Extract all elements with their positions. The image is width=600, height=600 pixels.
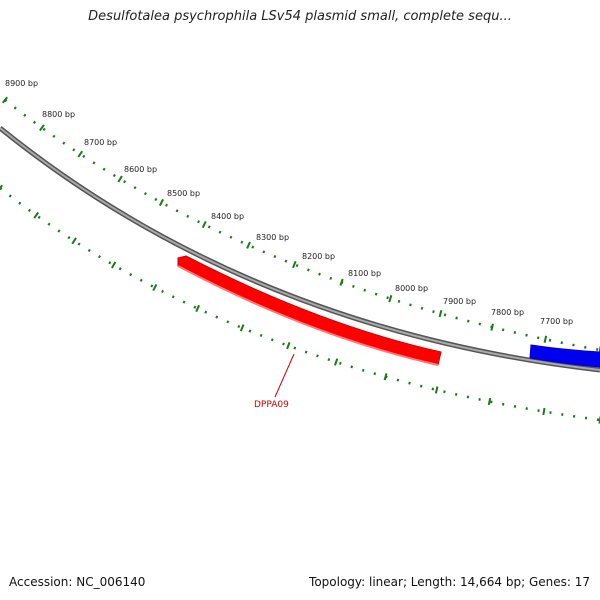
tick-mark xyxy=(71,237,77,245)
tick-label: 8900 bp xyxy=(5,79,38,88)
tick-label: 8500 bp xyxy=(167,189,200,198)
tick-mark xyxy=(383,373,388,381)
tick-label: 7700 bp xyxy=(540,317,573,326)
tick-label: 8400 bp xyxy=(211,212,244,221)
outer-tick-track xyxy=(4,99,600,352)
tick-mark xyxy=(201,220,207,229)
tick-label: 8700 bp xyxy=(84,138,117,147)
gene-blue-segment[interactable] xyxy=(529,344,600,368)
inner-major-ticks xyxy=(0,184,600,424)
tick-mark xyxy=(388,294,393,303)
tick-labels: 8900 bp 8800 bp 8700 bp 8600 bp 8500 bp … xyxy=(5,79,573,326)
gene-label-pointer xyxy=(274,353,295,398)
summary-text: Topology: linear; Length: 14,664 bp; Gen… xyxy=(309,575,590,589)
tick-label: 8300 bp xyxy=(256,233,289,242)
tick-mark xyxy=(434,386,439,394)
gene-dppa09[interactable] xyxy=(177,255,442,366)
map-title: Desulfotalea psychrophila LSv54 plasmid … xyxy=(88,9,512,24)
tick-label: 8600 bp xyxy=(124,165,157,174)
tick-mark xyxy=(292,260,297,269)
tick-mark xyxy=(33,211,40,219)
tick-mark xyxy=(111,261,117,269)
tick-mark xyxy=(195,304,201,313)
tick-mark xyxy=(490,323,494,331)
tick-mark xyxy=(339,278,344,286)
tick-mark xyxy=(438,309,443,318)
accession-text: Accession: NC_006140 xyxy=(9,575,146,589)
tick-mark xyxy=(152,283,158,292)
tick-mark xyxy=(542,407,546,416)
tick-label: 8100 bp xyxy=(348,269,381,278)
tick-mark xyxy=(2,96,8,104)
tick-mark xyxy=(39,124,45,132)
tick-mark xyxy=(158,198,164,207)
tick-label: 7900 bp xyxy=(443,297,476,306)
outer-major-ticks xyxy=(2,96,600,354)
tick-mark xyxy=(543,335,548,343)
tick-mark xyxy=(77,150,84,158)
tick-label: 7800 bp xyxy=(491,308,524,317)
plasmid-backbone-highlight xyxy=(0,127,600,371)
tick-label: 8200 bp xyxy=(302,252,335,261)
tick-label: 8800 bp xyxy=(42,110,75,119)
tick-mark xyxy=(239,324,245,332)
tick-mark xyxy=(487,397,492,406)
gene-label-dppa09: DPPA09 xyxy=(254,400,289,410)
tick-mark xyxy=(0,184,3,190)
plasmid-backbone xyxy=(0,126,600,373)
gene-dppa09-shade xyxy=(177,265,439,366)
tick-mark xyxy=(286,342,291,350)
tick-mark xyxy=(246,241,251,249)
tick-mark xyxy=(334,358,339,366)
inner-tick-track xyxy=(0,187,600,422)
tick-label: 8000 bp xyxy=(395,284,428,293)
tick-mark xyxy=(117,175,123,183)
